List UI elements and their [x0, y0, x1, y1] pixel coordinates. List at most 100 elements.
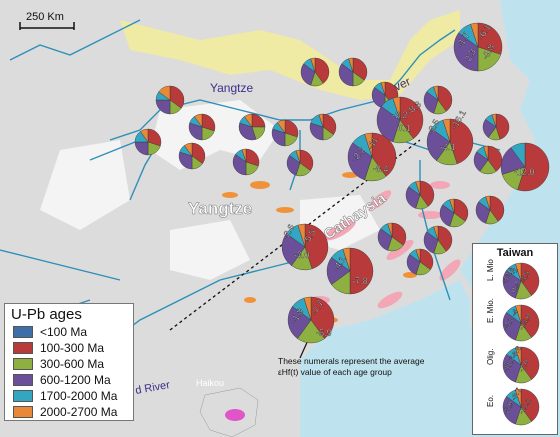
pie-slice [449, 198, 455, 214]
pie-slice [310, 57, 316, 73]
pie-chart [406, 248, 434, 276]
taiwan-row-label: E. Mio. [486, 298, 495, 323]
pie-slice [491, 113, 497, 128]
legend-swatch [13, 358, 33, 370]
pie-slice [515, 346, 522, 366]
pie-value-label: -12.0 [514, 167, 535, 177]
pie-slice [147, 128, 162, 147]
basin-2 [40, 140, 130, 230]
pie-slice [303, 296, 312, 321]
pie-chart-sw_big [281, 223, 329, 271]
taiwan-row-label: Olig. [486, 349, 495, 365]
pie-slice [348, 57, 354, 73]
pie-slice [483, 145, 489, 161]
legend-swatch [13, 406, 33, 418]
pie-chart [338, 57, 368, 87]
pie-slice [520, 262, 540, 296]
pie-slice [310, 296, 335, 339]
legend-item: 100-300 Ma [5, 340, 133, 356]
pie-slice [277, 119, 286, 134]
pie-slice [376, 106, 401, 143]
taiwan-row-label: L. Mio. [486, 259, 495, 281]
hainan-granite [225, 409, 245, 421]
pie-value-label: -4.1 [440, 142, 456, 152]
pie-slice [449, 118, 474, 165]
haikou-label: Haikou [196, 378, 224, 388]
pie-slice [426, 128, 451, 161]
pie-slice [342, 247, 351, 272]
pie-slice [485, 195, 491, 211]
pie-slice [515, 304, 522, 324]
pie-slice [300, 63, 316, 86]
pie-slice [520, 304, 540, 338]
legend-item: 2000-2700 Ma [5, 404, 133, 420]
legend-swatch [13, 374, 33, 386]
pie-value-label: 0.1 [398, 123, 411, 133]
pie-value-label: -7.8 [352, 276, 368, 286]
legend-item: <100 Ma [5, 324, 133, 340]
pie-slice [515, 262, 522, 282]
pie-slice [364, 132, 373, 158]
pie-chart [238, 113, 266, 141]
pie-chart [309, 113, 337, 141]
pie-slice [495, 113, 510, 140]
legend-label: 1700-2000 Ma [40, 389, 118, 403]
pie-chart [188, 113, 216, 141]
pie-slice [387, 222, 393, 238]
pie-slice [406, 254, 421, 275]
pie-slice [286, 155, 301, 176]
legend-label: <100 Ma [40, 325, 88, 339]
pie-slice [520, 346, 540, 380]
pie-slice [433, 85, 439, 101]
pie-chart [405, 180, 435, 210]
pie-chart-mid_big [347, 132, 397, 182]
pie-chart [232, 148, 260, 176]
pie-slice [158, 85, 171, 101]
pie-slice [201, 113, 216, 132]
pie-chart [134, 128, 162, 156]
pie-chart [439, 198, 469, 228]
pie-slice [392, 96, 401, 121]
taiwan-pie [502, 346, 540, 384]
legend-item: 600-1200 Ma [5, 372, 133, 388]
legend-label: 600-1200 Ma [40, 373, 111, 387]
taiwan-inset: Taiwan L. Mio. -1 -4.5 0.3 -13.8 E. Mio. -4 -14… [472, 243, 558, 435]
taiwan-pie [502, 388, 540, 426]
pie-slice [314, 57, 330, 84]
pie-slice [415, 180, 421, 196]
pie-slice [271, 128, 286, 147]
pie-slice [284, 119, 299, 138]
pie-slice [391, 222, 407, 246]
pie-slice [442, 118, 451, 143]
pie-chart-east [500, 142, 550, 192]
pie-chart-center_a [376, 96, 424, 144]
pie-value-label: -5.9 [316, 328, 332, 338]
legend-swatch [13, 326, 33, 338]
pie-slice [232, 154, 247, 176]
pie-slice [517, 142, 550, 192]
basin-3 [170, 220, 250, 280]
pie-slice [377, 228, 393, 251]
pie-slice [238, 122, 257, 141]
pie-slice [453, 198, 469, 222]
pie-chart [271, 119, 299, 147]
pie-slice [415, 248, 421, 263]
pie-chart [300, 57, 330, 87]
pie-chart [473, 145, 503, 175]
pie-value-label: -3.0 [294, 250, 310, 260]
pie-slice [437, 85, 453, 112]
legend-label: 100-300 Ma [40, 341, 105, 355]
pie-chart [423, 225, 453, 255]
pie-slice [380, 81, 386, 96]
legend-swatch [13, 342, 33, 354]
pie-slice [470, 22, 479, 48]
scale-bar: 250 Km [19, 11, 75, 30]
legend-label: 2000-2700 Ma [40, 405, 118, 419]
pie-slice [433, 225, 439, 241]
pie-slice [347, 142, 373, 181]
taiwan-row-label: Eo. [486, 395, 495, 407]
pie-chart [155, 85, 185, 115]
pie-chart [178, 142, 206, 170]
pie-slice [322, 113, 337, 135]
